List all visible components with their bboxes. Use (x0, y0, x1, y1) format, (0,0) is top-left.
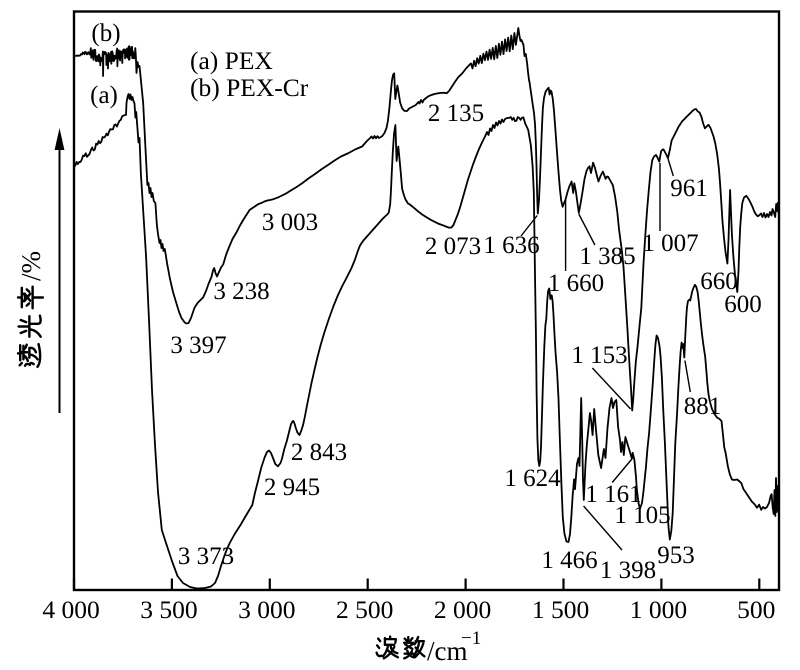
svg-text:/cm: /cm (427, 636, 468, 666)
svg-text:2 135: 2 135 (428, 100, 484, 127)
svg-text:1 007: 1 007 (642, 230, 698, 257)
svg-text:2 843: 2 843 (291, 439, 347, 466)
svg-text:4 000: 4 000 (42, 595, 99, 624)
svg-text:1 385: 1 385 (579, 243, 635, 270)
svg-text:3 397: 3 397 (170, 332, 226, 359)
svg-text:881: 881 (684, 393, 722, 420)
svg-text:1 105: 1 105 (614, 502, 670, 529)
svg-text:−1: −1 (461, 628, 481, 649)
svg-text:1 161: 1 161 (585, 481, 641, 508)
svg-text:(a): (a) (90, 82, 118, 109)
svg-text:3 003: 3 003 (262, 209, 318, 236)
svg-text:2 073: 2 073 (425, 233, 481, 260)
svg-text:3 500: 3 500 (140, 595, 197, 624)
svg-text:1 398: 1 398 (600, 557, 656, 584)
svg-text:1 660: 1 660 (548, 270, 604, 297)
svg-text:2 500: 2 500 (336, 595, 393, 624)
svg-text:3 238: 3 238 (213, 278, 269, 305)
svg-text:(b) PEX-Cr: (b) PEX-Cr (190, 73, 309, 102)
svg-text:1 500: 1 500 (532, 595, 589, 624)
svg-text:1 636: 1 636 (483, 232, 539, 259)
svg-text:953: 953 (657, 542, 695, 569)
svg-text:660: 660 (700, 268, 738, 295)
svg-text:3 373: 3 373 (178, 543, 234, 570)
svg-text:961: 961 (670, 175, 708, 202)
svg-text:2 000: 2 000 (434, 595, 491, 624)
svg-text:600: 600 (724, 291, 762, 318)
svg-text:1 466: 1 466 (541, 547, 597, 574)
svg-text:1 000: 1 000 (630, 595, 687, 624)
svg-text:1 624: 1 624 (504, 465, 561, 492)
svg-text:/%: /% (16, 251, 46, 281)
svg-text:500: 500 (737, 595, 775, 624)
svg-text:2 945: 2 945 (264, 474, 320, 501)
svg-text:3 000: 3 000 (238, 595, 295, 624)
svg-text:1 153: 1 153 (571, 342, 627, 369)
svg-text:(b): (b) (91, 20, 120, 47)
svg-text:(a) PEX: (a) PEX (190, 46, 273, 75)
